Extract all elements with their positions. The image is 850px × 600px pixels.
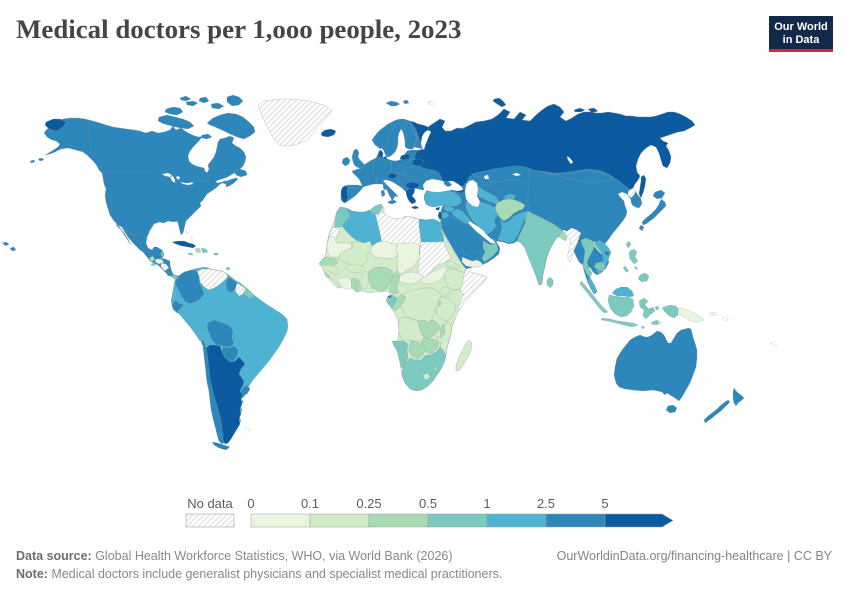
svg-text:0: 0 (247, 496, 254, 511)
svg-text:2.5: 2.5 (537, 496, 555, 511)
svg-text:0.25: 0.25 (356, 496, 381, 511)
svg-text:1: 1 (483, 496, 490, 511)
svg-text:5: 5 (601, 496, 608, 511)
svg-text:0.5: 0.5 (419, 496, 437, 511)
svg-text:No data: No data (187, 496, 233, 511)
svg-text:0.1: 0.1 (301, 496, 319, 511)
